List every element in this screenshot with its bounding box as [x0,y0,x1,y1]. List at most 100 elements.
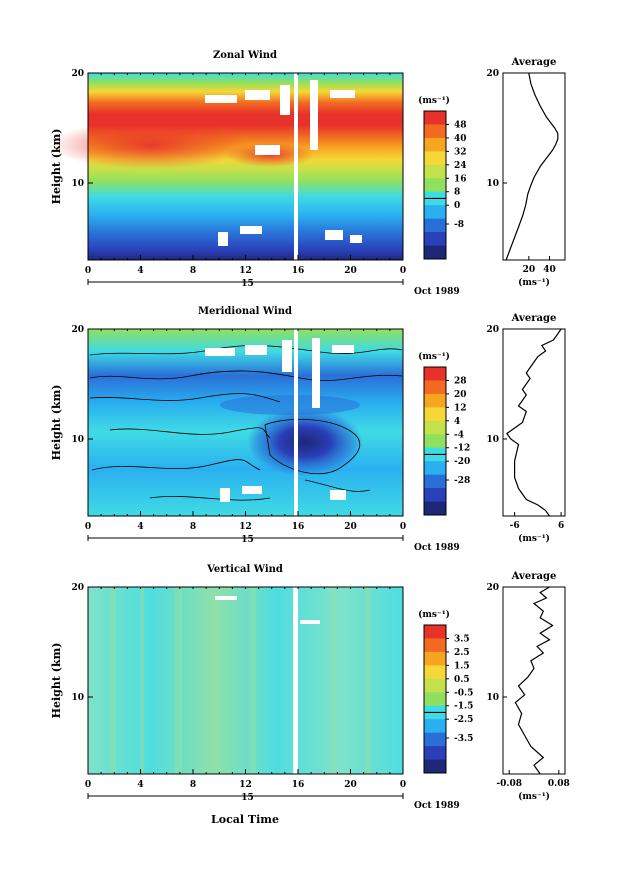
meridional-cbar-label: 28 [454,376,467,386]
zonal-cbar-swatch [424,178,446,193]
meridional-profile-xlabel: (ms⁻¹) [518,533,550,544]
vertical-profile-title: Average [511,571,557,582]
vertical-data-gaps [215,587,320,774]
meridional-cbar-swatch [424,488,446,503]
zonal-ytick-label: 10 [71,179,84,189]
vertical-xtick-label: 0 [400,780,406,790]
vertical-cbar-label: -0.5 [454,688,473,698]
meridional-jet-minimum [247,408,363,476]
vertical-heatmap-fill [88,587,403,774]
meridional-ylabel: Height (km) [50,385,63,461]
meridional-cbar-label: -4 [454,430,464,440]
meridional-cbar-label: 12 [454,403,467,413]
zonal-data-gaps [205,73,362,260]
zonal-profile-ytick-label: 20 [486,69,499,79]
vertical-cbar-swatch [424,746,446,761]
zonal-cbar-swatch [424,232,446,247]
vertical-ytick-label: 20 [71,583,84,593]
meridional-cbar-swatch [424,407,446,422]
meridional-xtick-label: 0 [85,522,91,532]
zonal-ytick-label: 20 [71,69,84,79]
vertical-xtick-label: 0 [85,780,91,790]
meridional-cbar-swatch [424,474,446,489]
zonal-cbar-label: 16 [454,174,467,184]
meridional-cbar-label: 4 [454,417,460,427]
meridional-cbar-swatch [424,393,446,408]
vertical-date-label: 15 [241,793,254,803]
zonal-profile-xtick-label: 40 [543,265,556,275]
zonal-cbar-label: -8 [454,220,464,230]
zonal-cbar-label: 24 [454,161,467,171]
meridional-xtick-label: 20 [344,522,357,532]
zonal-cbar-swatch [424,164,446,179]
meridional-data-gaps [205,329,354,516]
zonal-cbar-swatch [424,151,446,166]
vertical-xtick-label: 4 [137,780,143,790]
meridional-cbar-swatch [424,461,446,476]
vertical-ylabel: Height (km) [50,643,63,719]
meridional-profile-title: Average [511,313,557,324]
vertical-xtick-label: 16 [292,780,305,790]
panel-meridional: Meridional Wind (ms⁻¹) 28 20 12 4 -4 -12 -20 [50,306,566,553]
meridional-profile-frame [502,328,566,517]
zonal-cbar-swatch [424,205,446,220]
vertical-cbar-label: 1.5 [454,661,470,671]
vertical-profile-xtick-label: 0.08 [548,779,570,789]
zonal-date-label: 15 [241,279,254,289]
panel-vertical: Vertical Wind Local Time (ms⁻¹) 3.5 2.5 1.5… [50,564,570,826]
meridional-cbar-label: -12 [454,444,470,454]
zonal-cbar-label: 40 [454,134,467,144]
meridional-cbar: (ms⁻¹) 28 20 12 4 -4 -12 -20 -28 [418,351,470,516]
vertical-cbar-unit: (ms⁻¹) [418,609,450,620]
zonal-xtick-label: 0 [400,266,406,276]
meridional-date-label: 15 [241,535,254,545]
vertical-ytick-label: 10 [71,693,84,703]
zonal-xtick-label: 12 [239,266,252,276]
zonal-cbar-label: 8 [454,188,460,198]
zonal-xtick-label: 8 [190,266,196,276]
vertical-profile-line [514,586,554,775]
zonal-profile-title: Average [511,57,557,68]
zonal-profile-xlabel: (ms⁻¹) [518,277,550,288]
zonal-profile-line [505,72,559,261]
vertical-month-label: Oct 1989 [414,801,460,811]
zonal-ylabel: Height (km) [50,129,63,205]
vertical-cbar-frame [423,624,447,774]
meridional-profile-xtick-label: -6 [510,521,520,531]
zonal-cbar-swatch [424,111,446,125]
zonal-profile-xtick-label: 20 [523,265,536,275]
zonal-xtick-label: 16 [292,266,305,276]
vertical-cbar-swatch [424,732,446,747]
zonal-cbar-swatch [424,218,446,233]
meridional-xtick-label: 0 [400,522,406,532]
zonal-profile: Average 20 10 20 40 (ms⁻¹) [486,57,566,288]
vertical-cbar-swatch [424,625,446,639]
vertical-cbar-swatch [424,678,446,693]
zonal-cbar-swatch [424,124,446,139]
meridional-cbar-label: -20 [454,457,470,467]
meridional-cbar-swatch [424,367,446,381]
zonal-cbar-label: 0 [454,201,460,211]
zonal-cbar: (ms⁻¹) 48 40 32 24 16 8 0 -8 [418,95,467,260]
meridional-ytick-label: 20 [71,325,84,335]
meridional-cbar-swatch [424,434,446,449]
vertical-profile-ytick-label: 20 [486,583,499,593]
zonal-xtick-label: 20 [344,266,357,276]
meridional-profile-xtick-label: 6 [558,521,564,531]
vertical-cbar-label: -2.5 [454,715,473,725]
meridional-xtick-label: 8 [190,522,196,532]
vertical-cbar-swatch [424,719,446,734]
vertical-profile-frame [502,586,566,775]
vertical-xtick-label: 8 [190,780,196,790]
zonal-cbar-label: 48 [454,120,467,130]
vertical-cbar-label: 0.5 [454,675,470,685]
vertical-cbar-swatch [424,759,446,774]
zonal-cbar-frame [423,110,447,260]
zonal-profile-frame [502,72,566,261]
meridional-cbar-frame [423,366,447,516]
vertical-profile-xtick-label: -0.08 [496,779,522,789]
meridional-profile-ytick-label: 10 [486,435,499,445]
meridional-cbar-label: -28 [454,476,470,486]
vertical-cbar-swatch [424,651,446,666]
